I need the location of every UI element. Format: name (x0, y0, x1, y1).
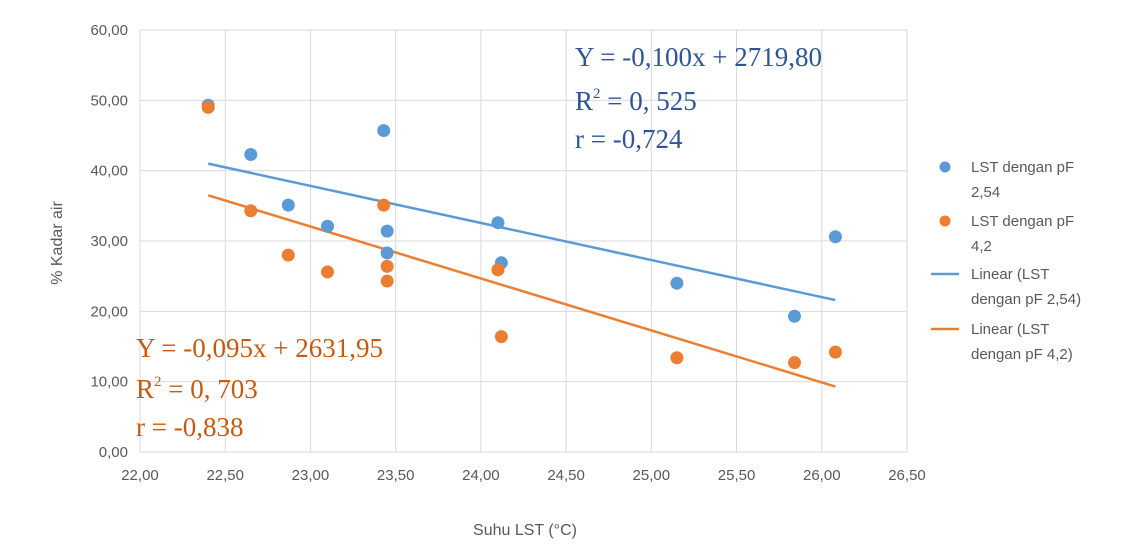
trend-lines (207, 162, 836, 388)
data-point-series-1 (788, 356, 802, 370)
data-point-series-1 (244, 204, 258, 218)
legend-label: LST dengan pF (971, 159, 1074, 176)
data-point-series-0 (377, 124, 391, 138)
x-axis-title: Suhu LST (°C) (473, 522, 577, 539)
y-tick-label: 60,00 (90, 22, 128, 39)
legend-label: dengan pF 2,54) (971, 291, 1081, 308)
data-point-series-1 (377, 198, 391, 212)
data-point-series-1 (281, 248, 295, 262)
trend-line-3 (207, 194, 836, 388)
data-point-series-1 (320, 265, 334, 279)
x-axis-ticks: 22,00 22,50 23,00 23,50 24,00 24,50 25,00 25,50… (121, 467, 926, 484)
annotation-pf254-r2-prefix: R (575, 86, 593, 116)
data-point-series-0 (828, 230, 842, 244)
x-tick-label: 22,00 (121, 467, 159, 484)
data-point-series-1 (380, 259, 394, 273)
data-point-series-0 (788, 309, 802, 323)
annotation-pf254-r2-value: = 0, 525 (601, 86, 697, 116)
data-point-series-1 (670, 351, 684, 365)
annotation-pf254-r2: R2 = 0, 525 (575, 86, 697, 116)
legend-label: dengan pF 4,2) (971, 346, 1073, 363)
y-tick-label: 40,00 (90, 163, 128, 180)
y-tick-label: 30,00 (90, 233, 128, 250)
data-point-series-1 (828, 345, 842, 359)
data-point-series-1 (380, 274, 394, 288)
legend-label: Linear (LST (971, 266, 1049, 283)
annotation-pf254: Y = -0,100x + 2719,80 R2 = 0, 525 r = -0… (575, 42, 822, 154)
data-point-series-1 (494, 330, 508, 344)
x-tick-label: 26,00 (803, 467, 841, 484)
x-tick-label: 25,50 (718, 467, 756, 484)
x-tick-label: 24,50 (547, 467, 585, 484)
legend-label: Linear (LST (971, 321, 1049, 338)
annotation-pf254-equation: Y = -0,100x + 2719,80 (575, 42, 822, 72)
data-points (201, 98, 842, 370)
annotation-pf42-r2-prefix: R (136, 374, 154, 404)
y-axis-title: % Kadar air (49, 201, 66, 285)
data-point-series-0 (380, 246, 394, 260)
x-tick-label: 22,50 (206, 467, 244, 484)
x-tick-label: 25,00 (633, 467, 671, 484)
y-tick-label: 10,00 (90, 374, 128, 391)
y-tick-label: 0,00 (99, 444, 128, 461)
annotation-pf42: Y = -0,095x + 2631,95 R2 = 0, 703 r = -0… (136, 333, 383, 442)
trend-line-2 (207, 162, 836, 302)
data-point-series-0 (320, 219, 334, 233)
annotation-pf42-equation: Y = -0,095x + 2631,95 (136, 333, 383, 363)
legend-marker-dot (939, 215, 951, 227)
data-point-series-1 (201, 100, 215, 114)
legend-marker-dot (939, 161, 951, 173)
annotation-pf254-r2-exp: 2 (593, 86, 601, 102)
x-tick-label: 23,00 (292, 467, 330, 484)
legend-label: 4,2 (971, 238, 992, 255)
data-point-series-0 (281, 198, 295, 212)
x-tick-label: 26,50 (888, 467, 926, 484)
legend-label: 2,54 (971, 184, 1000, 201)
annotation-pf254-r: r = -0,724 (575, 124, 683, 154)
legend-label: LST dengan pF (971, 213, 1074, 230)
y-tick-label: 50,00 (90, 92, 128, 109)
data-point-series-0 (491, 216, 505, 230)
legend: LST dengan pF 2,54 LST dengan pF 4,2 Linear … (931, 159, 1081, 363)
annotation-pf42-r2-value: = 0, 703 (162, 374, 258, 404)
x-tick-label: 24,00 (462, 467, 500, 484)
data-point-series-1 (491, 263, 505, 277)
y-tick-label: 20,00 (90, 303, 128, 320)
annotation-pf42-r2-exp: 2 (154, 374, 162, 390)
y-axis-ticks: 0,00 10,00 20,00 30,00 40,00 50,00 60,00 (90, 22, 128, 461)
data-point-series-0 (670, 276, 684, 290)
data-point-series-0 (380, 224, 394, 238)
annotation-pf42-r: r = -0,838 (136, 412, 243, 442)
data-point-series-0 (244, 147, 258, 161)
x-tick-label: 23,50 (377, 467, 415, 484)
annotation-pf42-r2: R2 = 0, 703 (136, 374, 258, 404)
